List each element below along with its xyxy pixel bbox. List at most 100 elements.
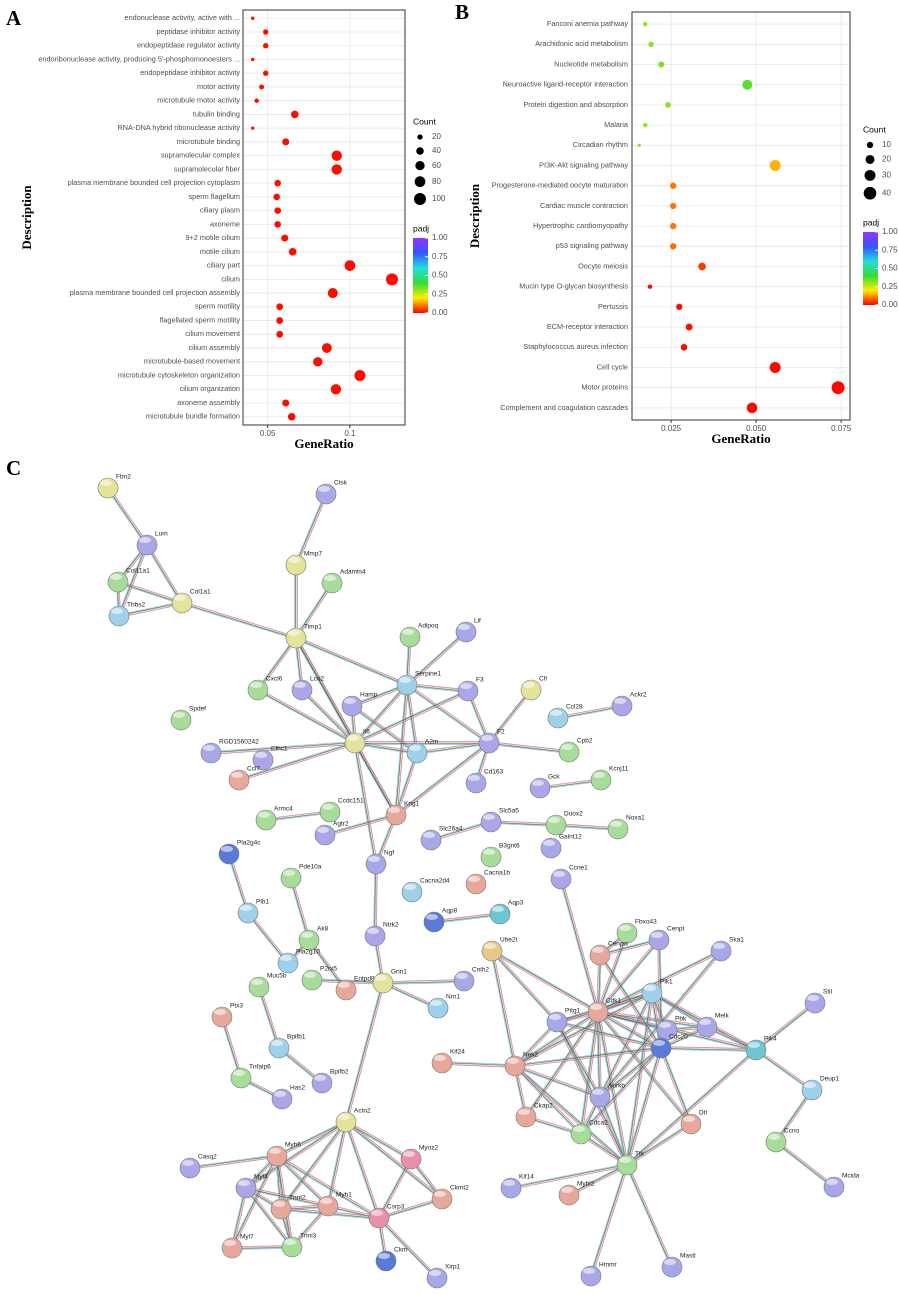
node-highlight: [807, 995, 819, 1001]
color-bar-label: 1.00: [882, 227, 898, 236]
edge: [354, 743, 417, 754]
node-label: Hamp: [360, 692, 378, 699]
edge: [579, 1011, 598, 1134]
node-highlight: [338, 982, 350, 988]
edge: [597, 1012, 661, 1049]
node-label: Cdca2: [589, 1120, 608, 1127]
node-label: Plk4: [764, 1036, 777, 1043]
edge: [296, 636, 408, 685]
edge: [557, 704, 622, 718]
node-highlight: [388, 807, 400, 813]
plot-border: [631, 11, 851, 421]
dot: [344, 260, 356, 271]
category-label: supramolecular fiber: [174, 164, 241, 173]
edge: [395, 742, 489, 815]
edge: [511, 1165, 628, 1189]
x-tick-label: 0.05: [260, 429, 276, 438]
edge: [246, 913, 288, 965]
node-label: Pde10a: [299, 864, 322, 871]
edge: [276, 1156, 379, 1220]
node-label: B3gnt6: [499, 843, 520, 850]
node-label: Bpifb2: [330, 1069, 349, 1076]
edge: [295, 638, 407, 686]
node-highlight: [324, 575, 336, 581]
edge: [257, 690, 355, 744]
size-legend-dot: [865, 155, 875, 164]
edge: [189, 1155, 277, 1168]
edge: [145, 545, 182, 604]
dot: [273, 193, 281, 201]
edge: [555, 825, 618, 830]
edge: [108, 487, 148, 545]
dot: [669, 202, 677, 210]
edge: [276, 1121, 346, 1156]
edge: [289, 878, 309, 941]
edge: [515, 1012, 599, 1067]
edge: [599, 992, 652, 1097]
node-highlight: [573, 1126, 585, 1132]
edge: [245, 1188, 328, 1207]
node-label: Cacna1b: [484, 870, 510, 877]
edge: [660, 1048, 756, 1052]
edge: [556, 1022, 600, 1098]
node-highlight: [664, 1259, 676, 1265]
edge: [580, 1047, 661, 1134]
node-label: Adamts4: [340, 569, 366, 576]
node-highlight: [483, 849, 495, 855]
dot: [276, 303, 284, 311]
edge: [355, 685, 408, 744]
node-highlight: [250, 682, 262, 688]
dot: [259, 84, 265, 90]
edge: [599, 955, 661, 1049]
node-highlight: [255, 752, 267, 758]
edge: [591, 1165, 628, 1277]
edge: [489, 690, 532, 744]
edge: [106, 488, 147, 546]
edge: [353, 683, 407, 743]
category-label: Progesterone-mediated oocyte maturation: [492, 181, 628, 190]
edge: [416, 741, 489, 753]
edge: [246, 1186, 294, 1247]
node-highlight: [368, 856, 380, 862]
edge: [515, 1064, 629, 1165]
edge: [247, 913, 288, 964]
node-highlight: [317, 827, 329, 833]
size-legend-label: 30: [882, 171, 891, 180]
edge: [325, 815, 397, 837]
edge: [355, 691, 469, 744]
category-label: Nucleotide metabolism: [554, 59, 628, 68]
edge: [539, 778, 601, 788]
edge: [379, 1199, 443, 1219]
edge: [580, 1011, 598, 1134]
node-label: Actn2: [354, 1108, 371, 1115]
node-highlight: [468, 775, 480, 781]
node-label: Myl4: [254, 1174, 268, 1181]
edge: [295, 582, 332, 638]
size-legend-title: Count: [863, 124, 886, 134]
category-label: Pertussis: [598, 302, 628, 311]
edge: [660, 1048, 691, 1125]
node-label: Aurkb: [608, 1083, 625, 1090]
edge: [442, 1062, 516, 1066]
category-label: motor activity: [197, 82, 240, 91]
edge: [301, 690, 355, 744]
dot: [274, 207, 281, 214]
node-label: Ackr2: [630, 692, 647, 699]
category-label: ciliary part: [207, 261, 240, 270]
node-highlight: [301, 932, 313, 938]
y-axis-title: Description: [467, 183, 482, 248]
node-label: Tnni3: [300, 1233, 317, 1240]
edge: [492, 949, 599, 1012]
node-label: Xirp1: [445, 1264, 461, 1271]
edge: [756, 1049, 813, 1090]
node-label: F3: [476, 677, 484, 684]
edge: [416, 742, 489, 753]
edge: [626, 1123, 691, 1165]
edge: [775, 1142, 834, 1188]
node-highlight: [283, 870, 295, 876]
dot: [263, 29, 269, 35]
edge: [354, 684, 407, 743]
dot: [354, 369, 366, 382]
edge: [256, 636, 296, 690]
